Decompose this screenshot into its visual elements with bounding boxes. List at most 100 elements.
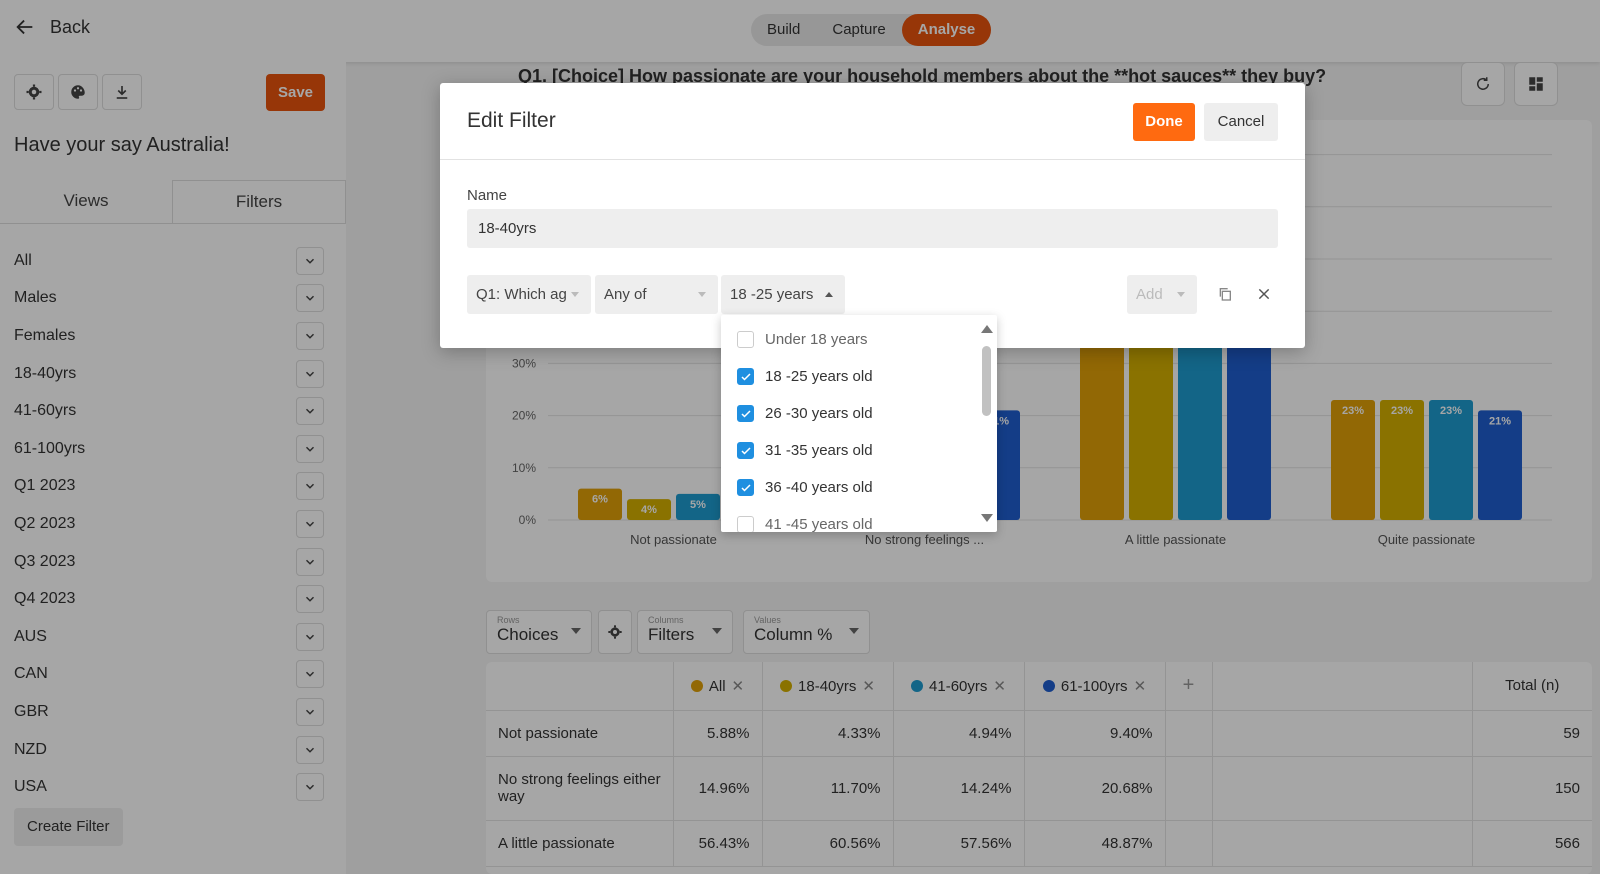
remove-condition-button[interactable] — [1251, 281, 1277, 307]
save-button[interactable]: Save — [266, 74, 325, 111]
option-31-35[interactable]: 31 -35 years old — [721, 432, 971, 469]
remove-column-icon[interactable]: ✕ — [731, 677, 745, 695]
sidebar-item-q1-2023[interactable]: Q1 2023 — [0, 468, 346, 506]
table-row: Not passionate 5.88% 4.33% 4.94% 9.40% 5… — [486, 710, 1592, 757]
mode-switcher: Build Capture Analyse — [751, 14, 992, 46]
chevron-down-icon[interactable] — [296, 622, 324, 651]
y-tick-label: 20% — [512, 409, 536, 423]
gear-icon — [26, 84, 42, 100]
mode-capture[interactable]: Capture — [832, 21, 886, 38]
chevron-down-icon[interactable] — [296, 359, 324, 388]
chevron-down-icon[interactable] — [296, 434, 324, 463]
sidebar-item-q4-2023[interactable]: Q4 2023 — [0, 580, 346, 618]
back-label: Back — [50, 16, 91, 37]
option-18-25[interactable]: 18 -25 years old — [721, 358, 971, 395]
option-under-18[interactable]: Under 18 years — [721, 321, 971, 358]
chevron-down-icon[interactable] — [296, 284, 324, 313]
option-26-30[interactable]: 26 -30 years old — [721, 395, 971, 432]
create-filter-button[interactable]: Create Filter — [14, 808, 123, 846]
row-label: A little passionate — [486, 820, 674, 867]
value-select[interactable]: 18 -25 years — [721, 275, 845, 314]
pivot-settings-button[interactable] — [598, 610, 632, 654]
columns-selector[interactable]: Columns Filters — [637, 610, 733, 654]
column-header-41-60yrs[interactable]: 41-60yrs ✕ — [893, 662, 1025, 711]
option-41-45[interactable]: 41 -45 years old — [721, 506, 971, 532]
chevron-down-icon[interactable] — [296, 735, 324, 764]
operator-select[interactable]: Any of — [595, 275, 718, 314]
checkbox[interactable] — [737, 331, 754, 348]
sidebar-item-males[interactable]: Males — [0, 280, 346, 318]
check-icon — [740, 483, 751, 492]
add-column-button[interactable]: + — [1165, 662, 1213, 711]
option-36-40[interactable]: 36 -40 years old — [721, 469, 971, 506]
add-condition-button[interactable]: Add — [1127, 275, 1197, 314]
checkbox-checked[interactable] — [737, 479, 754, 496]
sidebar-item-aus[interactable]: AUS — [0, 618, 346, 656]
chevron-down-icon[interactable] — [296, 321, 324, 350]
sidebar-item-q2-2023[interactable]: Q2 2023 — [0, 505, 346, 543]
column-header-18-40yrs[interactable]: 18-40yrs ✕ — [762, 662, 894, 711]
values-selector[interactable]: Values Column % — [743, 610, 870, 654]
checkbox-checked[interactable] — [737, 442, 754, 459]
cancel-button[interactable]: Cancel — [1204, 103, 1278, 141]
settings-button[interactable] — [14, 74, 54, 110]
tab-views[interactable]: Views — [63, 191, 109, 210]
chevron-down-icon[interactable] — [296, 660, 324, 689]
sidebar-item-can[interactable]: CAN — [0, 656, 346, 694]
chevron-down-icon[interactable] — [296, 397, 324, 426]
checkbox[interactable] — [737, 516, 754, 532]
bar — [1380, 399, 1424, 520]
remove-column-icon[interactable]: ✕ — [1133, 677, 1147, 695]
chevron-down-icon[interactable] — [296, 472, 324, 501]
mode-analyse[interactable]: Analyse — [901, 14, 992, 46]
column-header-61-100yrs[interactable]: 61-100yrs ✕ — [1024, 662, 1166, 711]
column-label: 18-40yrs — [798, 677, 857, 695]
sidebar-item-usa[interactable]: USA — [0, 768, 346, 806]
done-button[interactable]: Done — [1133, 103, 1195, 141]
remove-column-icon[interactable]: ✕ — [862, 677, 875, 695]
chevron-down-icon[interactable] — [296, 547, 324, 576]
chevron-down-icon[interactable] — [296, 773, 324, 802]
sidebar-item-18-40yrs[interactable]: 18-40yrs — [0, 355, 346, 393]
refresh-button[interactable] — [1461, 62, 1505, 106]
question-select[interactable]: Q1: Which ag — [467, 275, 591, 314]
dialog-title: Edit Filter — [467, 109, 556, 132]
back-button[interactable]: Back — [14, 16, 90, 38]
copy-condition-button[interactable] — [1212, 281, 1238, 307]
sidebar-item-all[interactable]: All — [0, 242, 346, 280]
chevron-down-icon[interactable] — [296, 509, 324, 538]
rows-selector[interactable]: Rows Choices — [486, 610, 592, 654]
sidebar-item-females[interactable]: Females — [0, 317, 346, 355]
table-spacer-cell — [1212, 662, 1473, 711]
caret-down-icon — [571, 292, 579, 297]
theme-button[interactable] — [58, 74, 98, 110]
value-options-dropdown[interactable]: Under 18 years 18 -25 years old 26 -30 y… — [721, 315, 997, 532]
scrollbar-thumb[interactable] — [982, 346, 991, 416]
sidebar-item-41-60yrs[interactable]: 41-60yrs — [0, 392, 346, 430]
column-header-all[interactable]: All ✕ — [673, 662, 763, 711]
sidebar-item-q3-2023[interactable]: Q3 2023 — [0, 543, 346, 581]
table-cell: 60.56% — [762, 820, 894, 867]
palette-icon — [71, 85, 85, 99]
checkbox-checked[interactable] — [737, 405, 754, 422]
scroll-up-arrow-icon[interactable] — [981, 325, 993, 333]
chevron-down-icon[interactable] — [296, 697, 324, 726]
option-label: 41 -45 years old — [765, 516, 873, 532]
tab-filters[interactable]: Filters — [172, 180, 346, 223]
sidebar-item-nzd[interactable]: NZD — [0, 731, 346, 769]
scroll-down-arrow-icon[interactable] — [981, 514, 993, 522]
layout-button[interactable] — [1514, 62, 1558, 106]
bar-value-label: 6% — [592, 494, 608, 506]
close-icon — [1258, 288, 1270, 300]
caret-down-icon — [698, 292, 706, 297]
filter-name-input[interactable] — [467, 209, 1278, 248]
sidebar-item-gbr[interactable]: GBR — [0, 693, 346, 731]
mode-build[interactable]: Build — [767, 21, 801, 38]
download-button[interactable] — [102, 74, 142, 110]
chevron-down-icon[interactable] — [296, 585, 324, 614]
remove-column-icon[interactable]: ✕ — [993, 677, 1006, 695]
chevron-down-icon[interactable] — [296, 246, 324, 275]
checkbox-checked[interactable] — [737, 368, 754, 385]
value-select-value: 18 -25 years — [730, 286, 814, 303]
sidebar-item-61-100yrs[interactable]: 61-100yrs — [0, 430, 346, 468]
